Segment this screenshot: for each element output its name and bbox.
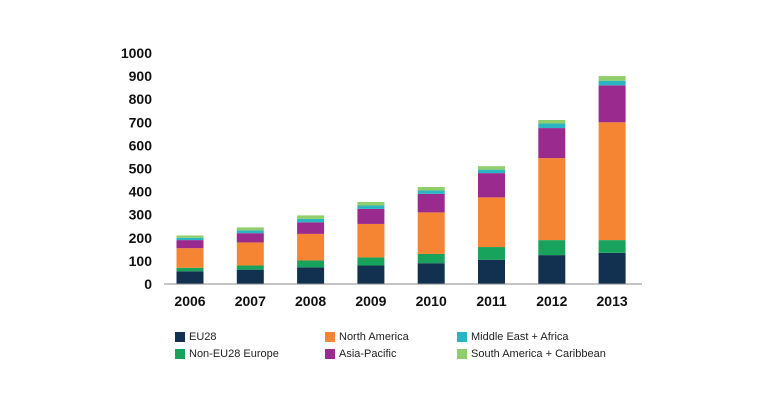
bar-segment — [297, 215, 325, 219]
y-tick-label: 900 — [129, 68, 153, 84]
bar-segment — [357, 208, 385, 224]
legend-item: Non-EU28 Europe — [175, 346, 325, 361]
y-tick-label: 600 — [129, 137, 153, 153]
legend-label: Asia-Pacific — [339, 347, 397, 360]
legend-item: South America + Caribbean — [457, 346, 647, 361]
bar-segment — [236, 227, 264, 231]
bar-segment — [297, 222, 325, 234]
y-tick-label: 800 — [129, 91, 153, 107]
bar-segment — [478, 259, 505, 284]
bar-segment — [478, 247, 505, 260]
bar-segment — [598, 80, 626, 86]
bar-segment — [176, 271, 204, 284]
bar-segment — [478, 166, 505, 170]
bar-segment — [236, 230, 264, 234]
legend-item: Asia-Pacific — [325, 346, 457, 361]
bar-segment — [417, 190, 445, 194]
bar-segment — [417, 193, 445, 213]
bar-segment — [357, 223, 385, 258]
x-tick-label: 2011 — [476, 293, 507, 309]
bars — [176, 76, 626, 284]
legend-item: North America — [325, 329, 457, 344]
bar-segment — [297, 267, 325, 284]
legend-label: North America — [339, 330, 409, 343]
legend-label: Non-EU28 Europe — [189, 347, 279, 360]
legend-label: Middle East + Africa — [471, 330, 569, 343]
bar-segment — [236, 233, 264, 243]
bar-segment — [236, 269, 264, 284]
bar-segment — [478, 197, 505, 248]
x-tick-label: 2007 — [235, 293, 266, 309]
x-axis: 2006 2007 2008 2009 2010 2011 2012 2013 — [174, 293, 627, 309]
legend: EU28 North America Middle East + Africa Non… — [175, 329, 655, 361]
bar-segment — [538, 119, 566, 124]
bar-segment — [538, 255, 566, 284]
legend-item: Middle East + Africa — [457, 329, 647, 344]
bar-segment — [417, 186, 445, 191]
bar-segment — [538, 123, 566, 129]
bar-segment — [598, 240, 626, 253]
x-tick-label: 2010 — [416, 293, 447, 309]
y-tick-label: 1000 — [121, 45, 152, 61]
bar-segment — [538, 240, 566, 256]
legend-swatch — [457, 348, 467, 359]
bar-segment — [538, 158, 566, 241]
bar-segment — [297, 233, 325, 261]
bar-segment — [176, 235, 204, 238]
x-tick-label: 2006 — [174, 293, 205, 309]
bar-segment — [417, 263, 445, 284]
bar-segment — [598, 76, 626, 81]
bar-segment — [236, 242, 264, 266]
y-tick-label: 500 — [129, 161, 153, 177]
legend-swatch — [175, 331, 185, 342]
bar-segment — [176, 267, 204, 272]
bar-segment — [176, 240, 204, 249]
legend-item: EU28 — [175, 329, 325, 344]
y-tick-label: 0 — [144, 276, 152, 292]
legend-swatch — [457, 331, 467, 342]
legend-swatch — [325, 331, 335, 342]
bar-segment — [176, 248, 204, 268]
y-tick-label: 700 — [129, 114, 153, 130]
y-tick-label: 300 — [129, 207, 153, 223]
bar-segment — [236, 265, 264, 270]
bar-segment — [417, 212, 445, 254]
bar-segment — [478, 169, 505, 174]
x-tick-label: 2013 — [597, 293, 628, 309]
bar-segment — [478, 173, 505, 198]
y-tick-label: 100 — [129, 253, 153, 269]
legend-label: EU28 — [189, 330, 217, 343]
bar-segment — [598, 252, 626, 284]
x-tick-label: 2009 — [355, 293, 386, 309]
x-tick-label: 2012 — [536, 293, 567, 309]
bar-segment — [538, 128, 566, 159]
legend-swatch — [175, 348, 185, 359]
bar-segment — [357, 257, 385, 266]
y-tick-label: 400 — [129, 184, 153, 200]
y-tick-label: 200 — [129, 230, 153, 246]
bar-segment — [297, 260, 325, 268]
bar-segment — [357, 201, 385, 206]
x-tick-label: 2008 — [295, 293, 326, 309]
legend-label: South America + Caribbean — [471, 347, 606, 360]
bar-segment — [417, 253, 445, 264]
legend-swatch — [325, 348, 335, 359]
bar-segment — [176, 237, 204, 241]
bar-segment — [357, 265, 385, 284]
bar-segment — [297, 218, 325, 223]
y-axis: 0 100 200 300 400 500 600 700 800 900 1000 — [121, 45, 152, 292]
bar-segment — [357, 205, 385, 209]
bar-segment — [598, 85, 626, 123]
bar-segment — [598, 122, 626, 241]
